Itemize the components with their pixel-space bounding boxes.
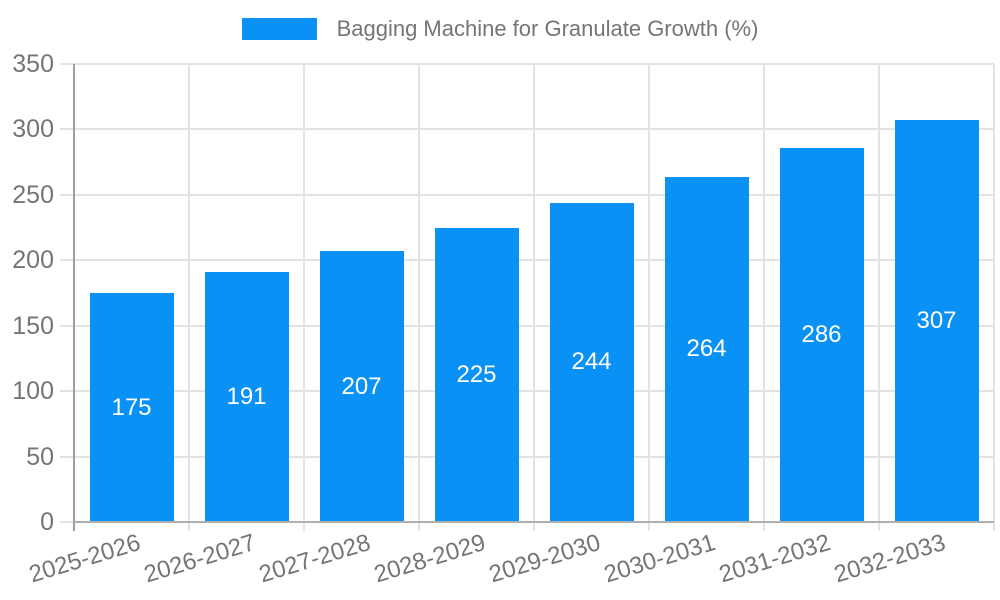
y-axis-tick xyxy=(60,324,74,327)
bar: 207 xyxy=(319,251,404,522)
gridline-vertical xyxy=(878,64,880,522)
gridline-vertical xyxy=(763,64,765,522)
bar-value-label: 244 xyxy=(571,348,612,376)
bar-value-label: 286 xyxy=(801,320,842,348)
bar: 191 xyxy=(204,272,289,522)
bar: 286 xyxy=(779,147,864,522)
y-axis-tick-label: 200 xyxy=(12,246,54,275)
bar-value-label: 307 xyxy=(916,307,957,335)
y-axis-tick-label: 100 xyxy=(12,377,54,406)
bar-value-label: 191 xyxy=(226,383,267,411)
bar-value-label: 225 xyxy=(456,360,497,388)
y-axis-tick xyxy=(60,193,74,196)
gridline-horizontal xyxy=(74,128,994,131)
bar: 264 xyxy=(664,176,749,522)
x-axis-tick xyxy=(303,522,305,531)
legend: Bagging Machine for Granulate Growth (%) xyxy=(0,16,1000,42)
y-axis-tick xyxy=(60,128,74,131)
y-axis-tick xyxy=(60,521,74,523)
bar: 175 xyxy=(89,293,174,522)
gridline-vertical xyxy=(303,64,305,522)
y-axis-tick xyxy=(60,63,74,65)
gridline-vertical xyxy=(648,64,650,522)
bar: 225 xyxy=(434,227,519,522)
gridline-vertical xyxy=(993,64,995,522)
y-axis-tick-label: 0 xyxy=(40,508,54,536)
gridline-vertical xyxy=(533,64,535,522)
y-axis-line xyxy=(73,64,75,531)
y-axis-tick-label: 350 xyxy=(12,50,54,78)
gridline-vertical xyxy=(418,64,420,522)
bar: 244 xyxy=(549,202,634,522)
y-axis-tick-label: 250 xyxy=(12,180,54,209)
y-axis-tick xyxy=(60,259,74,262)
x-axis-tick xyxy=(763,522,765,531)
x-axis-tick xyxy=(993,522,995,531)
y-axis-tick-label: 300 xyxy=(12,115,54,144)
bar-value-label: 175 xyxy=(111,393,152,421)
y-axis-tick-label: 150 xyxy=(12,311,54,340)
x-axis-tick xyxy=(533,522,535,531)
plot-area: 0 50 100 150 200 250 300 350 175 191 207 225 244 264 2… xyxy=(12,52,995,588)
bar: 307 xyxy=(894,120,979,522)
legend-swatch xyxy=(241,18,317,40)
legend-label: Bagging Machine for Granulate Growth (%) xyxy=(336,16,759,41)
bar-value-label: 207 xyxy=(341,372,382,400)
gridline-vertical xyxy=(188,64,190,522)
gridline-horizontal xyxy=(74,63,994,65)
x-axis-tick xyxy=(878,522,880,531)
y-axis-tick xyxy=(60,455,74,458)
x-axis-tick xyxy=(648,522,650,531)
bar-value-label: 264 xyxy=(686,335,727,363)
x-axis-tick xyxy=(418,522,420,531)
x-axis-tick xyxy=(188,522,190,531)
y-axis-tick-label: 50 xyxy=(26,442,54,471)
y-axis-tick xyxy=(60,390,74,393)
x-axis-line xyxy=(74,521,994,523)
